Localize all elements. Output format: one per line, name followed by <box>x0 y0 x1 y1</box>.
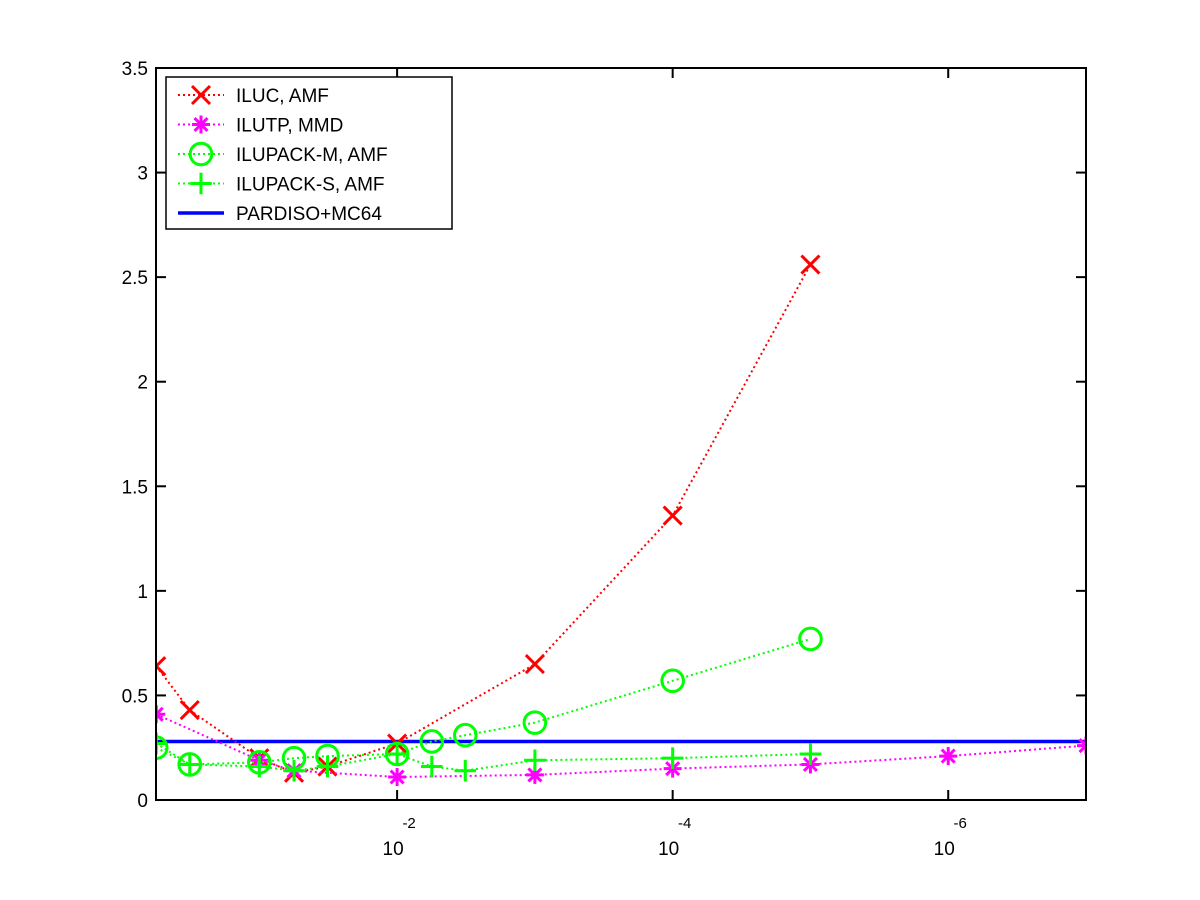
legend-entry-ilupack-m-amf: ILUPACK-M, AMF <box>178 141 388 167</box>
data-point-iluc-amf <box>662 505 683 526</box>
legend: ILUC, AMF ILUTP, MMD ILUPACK-M, AMF ILUPACK… <box>165 76 453 230</box>
data-point-iluc-amf <box>800 254 821 275</box>
data-point-ilutp-mmd <box>388 767 407 786</box>
data-point-ilupack-s-amf <box>316 755 339 778</box>
data-point-ilutp-mmd <box>1077 736 1086 755</box>
x-tick-label: -410 <box>658 815 691 860</box>
x-tick-base: 10 <box>934 839 955 860</box>
x-tick-base: 10 <box>658 839 679 860</box>
y-tick-label: 1.5 <box>122 477 148 498</box>
data-point-ilupack-m-amf <box>522 710 548 735</box>
data-point-ilupack-s-amf <box>524 749 546 772</box>
y-tick-label: 2 <box>137 373 148 394</box>
axes-layer: 00.511.522.533.5-210-410-610 <box>122 59 1087 860</box>
legend-marker <box>190 172 212 195</box>
legend-label: ILUPACK-S, AMF <box>236 175 385 196</box>
data-point-ilupack-s-amf <box>661 747 684 769</box>
x-tick-exponent: -6 <box>954 815 967 832</box>
x-tick-exponent: -2 <box>402 815 415 832</box>
legend-entry-ilutp-mmd: ILUTP, MMD <box>178 115 343 137</box>
y-tick-label: 3 <box>137 164 148 185</box>
series-ilupack-s-amf <box>156 732 822 782</box>
legend-entry-iluc-amf: ILUC, AMF <box>178 84 329 107</box>
legend-label: ILUPACK-M, AMF <box>236 145 388 166</box>
y-tick-label: 1 <box>137 582 148 603</box>
legend-marker <box>190 84 212 106</box>
data-point-ilupack-s-amf <box>454 759 477 782</box>
legend-entry-ilupack-s-amf: ILUPACK-S, AMF <box>178 172 385 196</box>
y-tick-label: 2.5 <box>122 268 148 289</box>
legend-entry-pardiso-mc64: PARDISO+MC64 <box>178 204 382 225</box>
x-tick-base: 10 <box>383 839 404 860</box>
legend-marker <box>188 141 214 167</box>
legend-label: ILUTP, MMD <box>236 116 343 137</box>
data-point-ilupack-s-amf <box>386 743 408 765</box>
data-point-ilupack-s-amf <box>248 755 271 778</box>
x-tick-exponent: -4 <box>678 815 691 832</box>
data-point-ilutp-mmd <box>939 747 958 766</box>
x-tick-label: -210 <box>383 815 416 860</box>
legend-label: PARDISO+MC64 <box>236 204 382 225</box>
series-line-ilupack-s-amf <box>156 742 811 772</box>
data-point-ilupack-s-amf <box>178 753 201 776</box>
data-point-ilupack-s-amf <box>283 759 305 782</box>
data-point-ilupack-m-amf <box>452 722 478 748</box>
data-point-ilupack-m-amf <box>798 626 823 652</box>
x-tick-label: -610 <box>934 815 967 860</box>
series-layer <box>156 254 1086 786</box>
data-point-iluc-amf <box>179 700 200 721</box>
data-point-ilupack-s-amf <box>421 755 443 778</box>
data-point-ilupack-s-amf <box>799 743 822 765</box>
legend-marker <box>192 115 210 134</box>
y-tick-label: 3.5 <box>122 59 148 80</box>
legend-label: ILUC, AMF <box>236 86 329 107</box>
data-point-ilupack-m-amf <box>419 729 445 754</box>
y-tick-label: 0.5 <box>122 686 148 707</box>
y-tick-label: 0 <box>137 791 148 812</box>
data-point-ilupack-m-amf <box>660 668 685 694</box>
axes-box <box>155 67 1087 801</box>
data-point-iluc-amf <box>524 653 545 675</box>
legend-box <box>165 76 453 230</box>
